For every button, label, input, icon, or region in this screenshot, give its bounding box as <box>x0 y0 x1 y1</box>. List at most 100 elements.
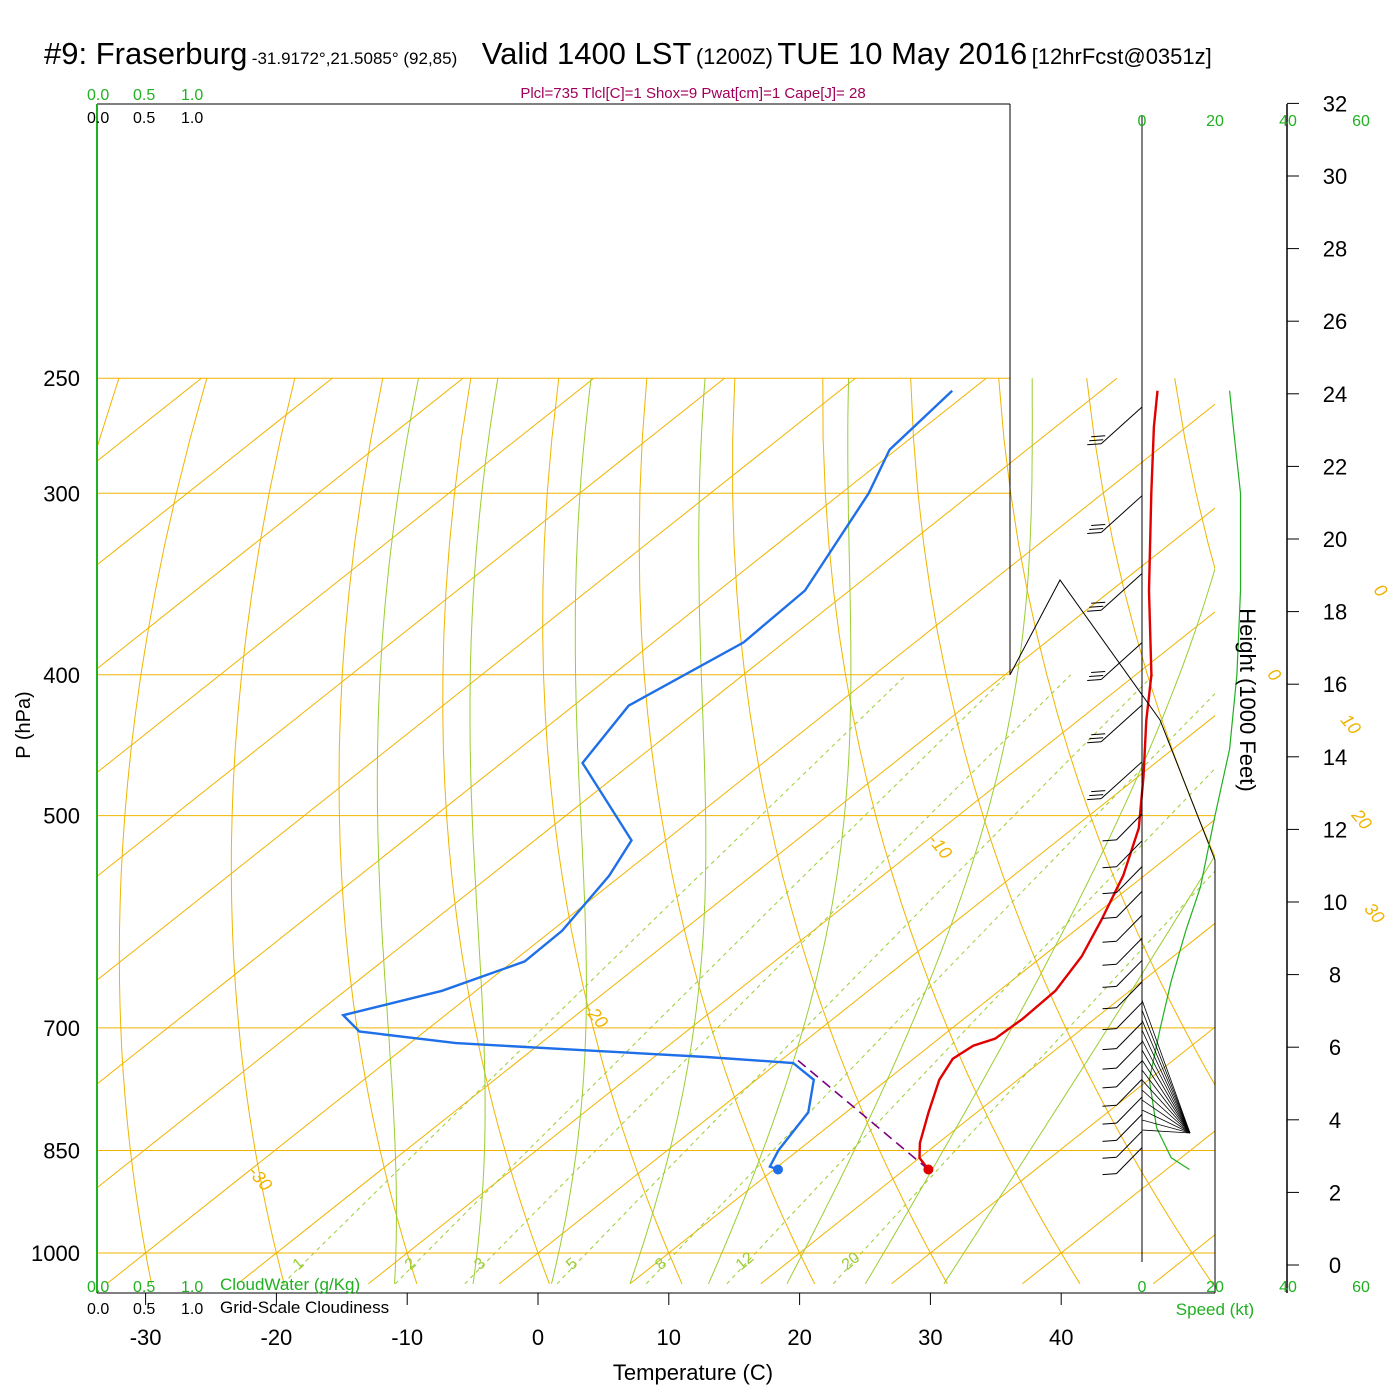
wind-barb <box>1116 891 1143 918</box>
height-tick-label: 18 <box>1323 600 1347 625</box>
wind-barb-fan <box>1141 1069 1191 1134</box>
wind-barb <box>1116 1022 1143 1049</box>
moist-adiabat-line <box>708 378 852 1284</box>
wind-barb-fan <box>1141 1079 1191 1134</box>
wind-barb-flag <box>1102 916 1117 919</box>
wind-barb-flag <box>1102 1122 1117 1125</box>
height-tick-label: 28 <box>1323 237 1347 262</box>
x-tick-label: 0 <box>532 1325 544 1350</box>
moist-adiabat-line <box>864 566 1215 1285</box>
wind-barb-flag <box>1087 532 1102 534</box>
isotherm-line <box>1022 1130 1215 1285</box>
speed-tick-bottom: 20 <box>1206 1279 1224 1296</box>
dry-adiabat-line <box>638 378 816 1285</box>
isotherm-line <box>498 715 1215 1285</box>
isotherm-label: 0 <box>1370 580 1392 601</box>
wind-barb-fan <box>1141 1129 1191 1134</box>
wind-barb <box>1116 866 1143 893</box>
dry-adiabat-line <box>1086 378 1215 858</box>
isotherm-line <box>97 377 595 774</box>
cloudwater-tick-top: 0.0 <box>87 87 109 104</box>
forecast-info: [12hrFcst@0351z] <box>1031 44 1212 69</box>
wind-barb <box>1116 960 1143 987</box>
height-tick-label: 0 <box>1329 1253 1341 1278</box>
wind-barb <box>1100 573 1143 611</box>
wind-barb <box>1100 761 1143 799</box>
mixing-ratio-label: 2 <box>402 1255 420 1274</box>
moist-adiabat-line <box>786 378 1033 1285</box>
mixing-ratio-label: 1 <box>290 1255 308 1274</box>
speed-tick-top: 40 <box>1279 113 1297 130</box>
series-layer <box>340 389 1159 1175</box>
height-tick-label: 4 <box>1329 1108 1341 1133</box>
height-tick-label: 14 <box>1323 745 1347 770</box>
y-tick-label: 300 <box>43 481 80 506</box>
cloudwater-tick-top: 0.5 <box>133 87 155 104</box>
wind-barb-fan <box>1141 1049 1191 1134</box>
cloudiness-tick-bottom: 0.5 <box>133 1301 155 1318</box>
wind-barb-flag <box>1087 798 1102 801</box>
speed-tick-bottom: 0 <box>1138 1279 1147 1296</box>
wind-barb <box>1116 937 1143 965</box>
y-tick-label: 500 <box>43 804 80 829</box>
parcel-line <box>795 1058 929 1171</box>
y-axis-title: P (hPa) <box>13 691 35 758</box>
mixing-ratio-label: 8 <box>652 1255 670 1274</box>
wind-barb-flag <box>1087 609 1102 612</box>
wind-barb-flag <box>1102 1048 1117 1051</box>
height-tick-label: 10 <box>1323 890 1347 915</box>
station-coords: -31.9172°,21.5085° (92,85) <box>251 49 458 68</box>
height-tick-label: 22 <box>1323 454 1347 479</box>
wind-barb-flag <box>1102 985 1117 988</box>
wind-barb <box>1116 1002 1143 1029</box>
valid-date: TUE 10 May 2016 <box>777 36 1028 71</box>
mixing-ratio-line <box>726 767 1215 1285</box>
wind-barb-flag <box>1102 1028 1117 1031</box>
wind-barb-flag <box>1089 528 1104 530</box>
y-tick-label: 1000 <box>31 1241 80 1266</box>
wind-speed-line <box>1148 390 1242 1171</box>
height-tick-label: 24 <box>1323 382 1347 407</box>
cloudiness-tick-bottom: 1.0 <box>181 1301 203 1318</box>
speed-tick-bottom: 40 <box>1279 1279 1297 1296</box>
wind-barb-fan <box>1141 1119 1191 1134</box>
wind-barb-fan <box>1141 1099 1191 1134</box>
wind-barb-flag <box>1102 1156 1117 1159</box>
height-tick-label: 8 <box>1329 963 1341 988</box>
mixing-ratio-label: 5 <box>563 1255 581 1274</box>
height-tick-label: 2 <box>1329 1180 1341 1205</box>
chart-frame <box>96 103 1288 1294</box>
wind-barb-fan <box>1141 1089 1191 1134</box>
surface-temperature-point <box>923 1164 934 1175</box>
x-tick-label: 40 <box>1049 1325 1073 1350</box>
cloudiness-label: Grid-Scale Cloudiness <box>220 1298 389 1317</box>
dry-adiabat-line <box>118 378 208 1284</box>
dry-adiabat-line <box>1351 378 1400 1284</box>
wind-barb <box>1116 813 1143 841</box>
isotherm-label: -10 <box>924 830 956 863</box>
cloudwater-tick-bottom: 1.0 <box>181 1279 203 1296</box>
dry-adiabat-line <box>822 378 1081 1285</box>
station-name: #9: Fraserburg <box>44 36 248 71</box>
isotherm-label: 10 <box>1337 710 1365 738</box>
wind-barb <box>1100 704 1143 743</box>
isotherm-line <box>368 611 1215 1285</box>
wind-barb-flag <box>1091 671 1106 673</box>
x-tick-label: 20 <box>787 1325 811 1350</box>
isotherm-label: 20 <box>1347 805 1376 834</box>
wind-barb-fan <box>1141 1109 1191 1134</box>
wind-barb <box>1100 642 1143 680</box>
wind-barb-flag <box>1102 1139 1117 1142</box>
wind-barb-flag <box>1102 1173 1117 1176</box>
dry-adiabat-line <box>732 378 948 1285</box>
height-tick-label: 30 <box>1323 164 1347 189</box>
isotherm-line <box>97 377 1118 1189</box>
moist-adiabat-line <box>469 378 499 1284</box>
wind-barb-fan <box>1141 1029 1191 1134</box>
height-tick-label: 26 <box>1323 309 1347 334</box>
cloudwater-tick-bottom: 0.5 <box>133 1279 155 1296</box>
isotherm-label: 30 <box>1360 899 1388 927</box>
wind-barb <box>1116 1114 1143 1141</box>
dry-adiabat-line <box>442 378 550 1284</box>
